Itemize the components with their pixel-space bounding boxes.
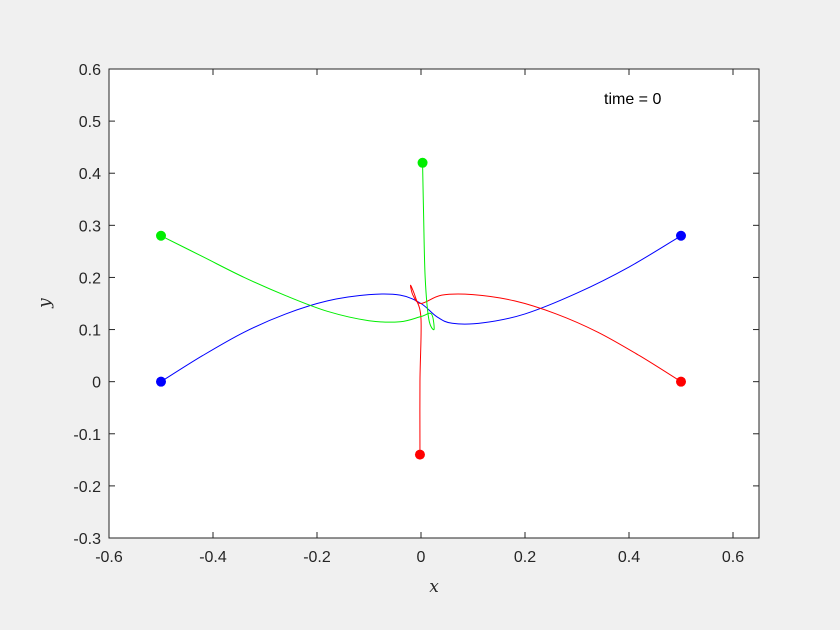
y-tick-label: 0 — [92, 375, 101, 392]
y-axis-label: y — [35, 298, 55, 309]
y-tick-label: -0.3 — [73, 531, 101, 548]
start-point-0 — [156, 376, 166, 387]
y-tick-label: 0.3 — [79, 218, 101, 235]
y-tick-label: 0.1 — [79, 323, 101, 340]
start-point-1 — [676, 376, 686, 387]
end-point-2 — [417, 157, 428, 168]
end-point-0 — [676, 230, 686, 241]
axes-box — [108, 68, 760, 539]
trajectory-line-1 — [410, 284, 682, 455]
x-tick-label: -0.4 — [199, 549, 227, 566]
x-tick-label: -0.2 — [303, 549, 331, 566]
plot-area — [109, 69, 759, 538]
marker-layer — [156, 157, 686, 460]
x-axis-label: x — [429, 577, 439, 597]
y-tick-label: 0.5 — [79, 114, 101, 131]
end-point-1 — [414, 449, 425, 460]
y-tick-label: -0.2 — [73, 479, 101, 496]
y-axis-ticks: -0.3 -0.2 -0.1 0 0.1 0.2 0.3 0.4 0.5 0.6 — [73, 62, 759, 548]
x-tick-label: 0.6 — [722, 549, 744, 566]
y-tick-label: 0.4 — [79, 166, 101, 183]
x-axis-ticks: -0.6 -0.4 -0.2 0 0.2 0.4 0.6 — [95, 69, 744, 566]
y-tick-label: 0.6 — [79, 62, 101, 79]
trajectory-line-2 — [160, 162, 435, 331]
time-annotation: time = 0 — [604, 91, 661, 108]
start-point-2 — [156, 230, 166, 241]
y-tick-label: 0.2 — [79, 270, 101, 287]
x-tick-label: 0 — [417, 549, 426, 566]
x-tick-label: 0.4 — [618, 549, 640, 566]
y-tick-label: -0.1 — [73, 427, 101, 444]
series-layer — [160, 162, 682, 455]
x-tick-label: -0.6 — [95, 549, 123, 566]
x-tick-label: 0.2 — [514, 549, 536, 566]
